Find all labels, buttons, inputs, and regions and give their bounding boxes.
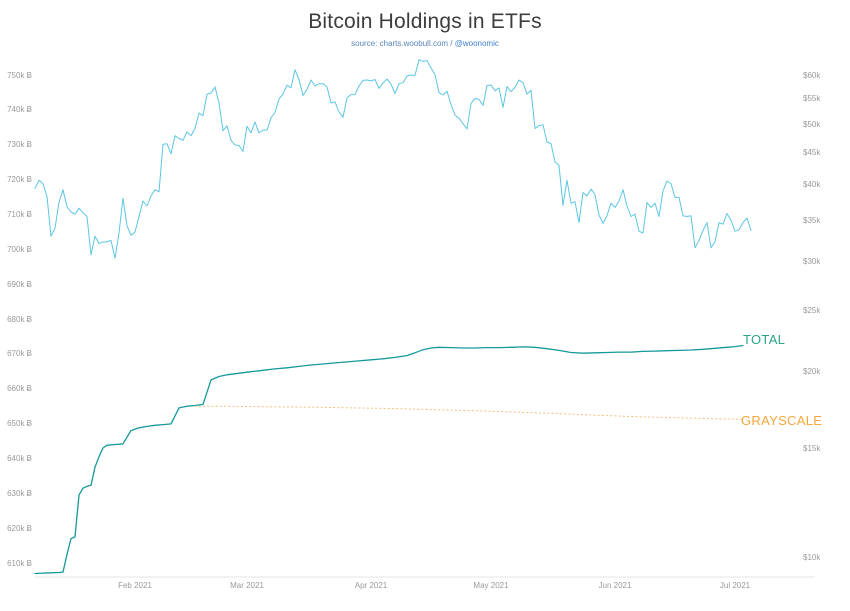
y-axis-left-tick: 710k Ƀ <box>7 209 32 219</box>
y-axis-right-tick: $55k <box>803 93 821 103</box>
y-axis-left-tick: 650k Ƀ <box>7 419 32 429</box>
y-axis-left-tick: 610k Ƀ <box>7 558 32 568</box>
y-axis-left-tick: 720k Ƀ <box>7 175 32 185</box>
y-axis-right-tick: $50k <box>803 119 821 129</box>
y-axis-left-tick: 700k Ƀ <box>7 244 32 254</box>
x-axis-tick: Jul 2021 <box>719 581 751 590</box>
y-axis-right-tick: $40k <box>803 179 821 189</box>
grayscale-series-label: GRAYSCALE <box>741 413 823 428</box>
x-axis-tick: May 2021 <box>473 581 509 590</box>
y-axis-right-tick: $20k <box>803 366 821 376</box>
y-axis-left-tick: 620k Ƀ <box>7 523 32 533</box>
chart-subtitle: source: charts.woobull.com / @woonomic <box>0 39 850 48</box>
chart-title: Bitcoin Holdings in ETFs <box>308 10 542 33</box>
y-axis-right-tick: $25k <box>803 306 821 316</box>
y-axis-left-tick: 660k Ƀ <box>7 384 32 394</box>
y-axis-left-tick: 730k Ƀ <box>7 140 32 150</box>
y-axis-left-tick: 630k Ƀ <box>7 488 32 498</box>
y-axis-right-tick: $45k <box>803 148 821 158</box>
y-axis-right-tick: $10k <box>803 553 821 563</box>
y-axis-right-tick: $30k <box>803 257 821 267</box>
btc-price-line <box>34 59 752 259</box>
y-axis-right-tick: $15k <box>803 444 821 454</box>
y-axis-left: 750k Ƀ 740k Ƀ 730k Ƀ 720k Ƀ 710k Ƀ 700k Ƀ 690k… <box>0 0 33 611</box>
y-axis-right-tick: $35k <box>803 215 821 225</box>
x-axis-tick: Mar 2021 <box>230 581 264 590</box>
x-axis-tick: Jun 2021 <box>598 581 632 590</box>
source-text: source: charts.woobull.com / <box>351 39 455 48</box>
grayscale-line <box>194 405 744 420</box>
y-axis-right: $60k $55k $50k $45k $40k $35k $30k $25k $20k $15k… <box>803 0 848 611</box>
x-axis-tick: Apr 2021 <box>354 581 388 590</box>
total-line <box>34 344 744 575</box>
y-axis-left-tick: 640k Ƀ <box>7 453 32 463</box>
x-axis-tick: Feb 2021 <box>118 581 152 590</box>
y-axis-left-tick: 750k Ƀ <box>7 70 32 80</box>
y-axis-left-tick: 740k Ƀ <box>7 105 32 115</box>
woonomic-link[interactable]: @woonomic <box>454 39 499 48</box>
y-axis-right-tick: $60k <box>803 70 821 80</box>
y-axis-left-tick: 680k Ƀ <box>7 314 32 324</box>
y-axis-left-tick: 690k Ƀ <box>7 279 32 289</box>
total-series-label: TOTAL <box>743 332 786 347</box>
y-axis-left-tick: 670k Ƀ <box>7 349 32 359</box>
